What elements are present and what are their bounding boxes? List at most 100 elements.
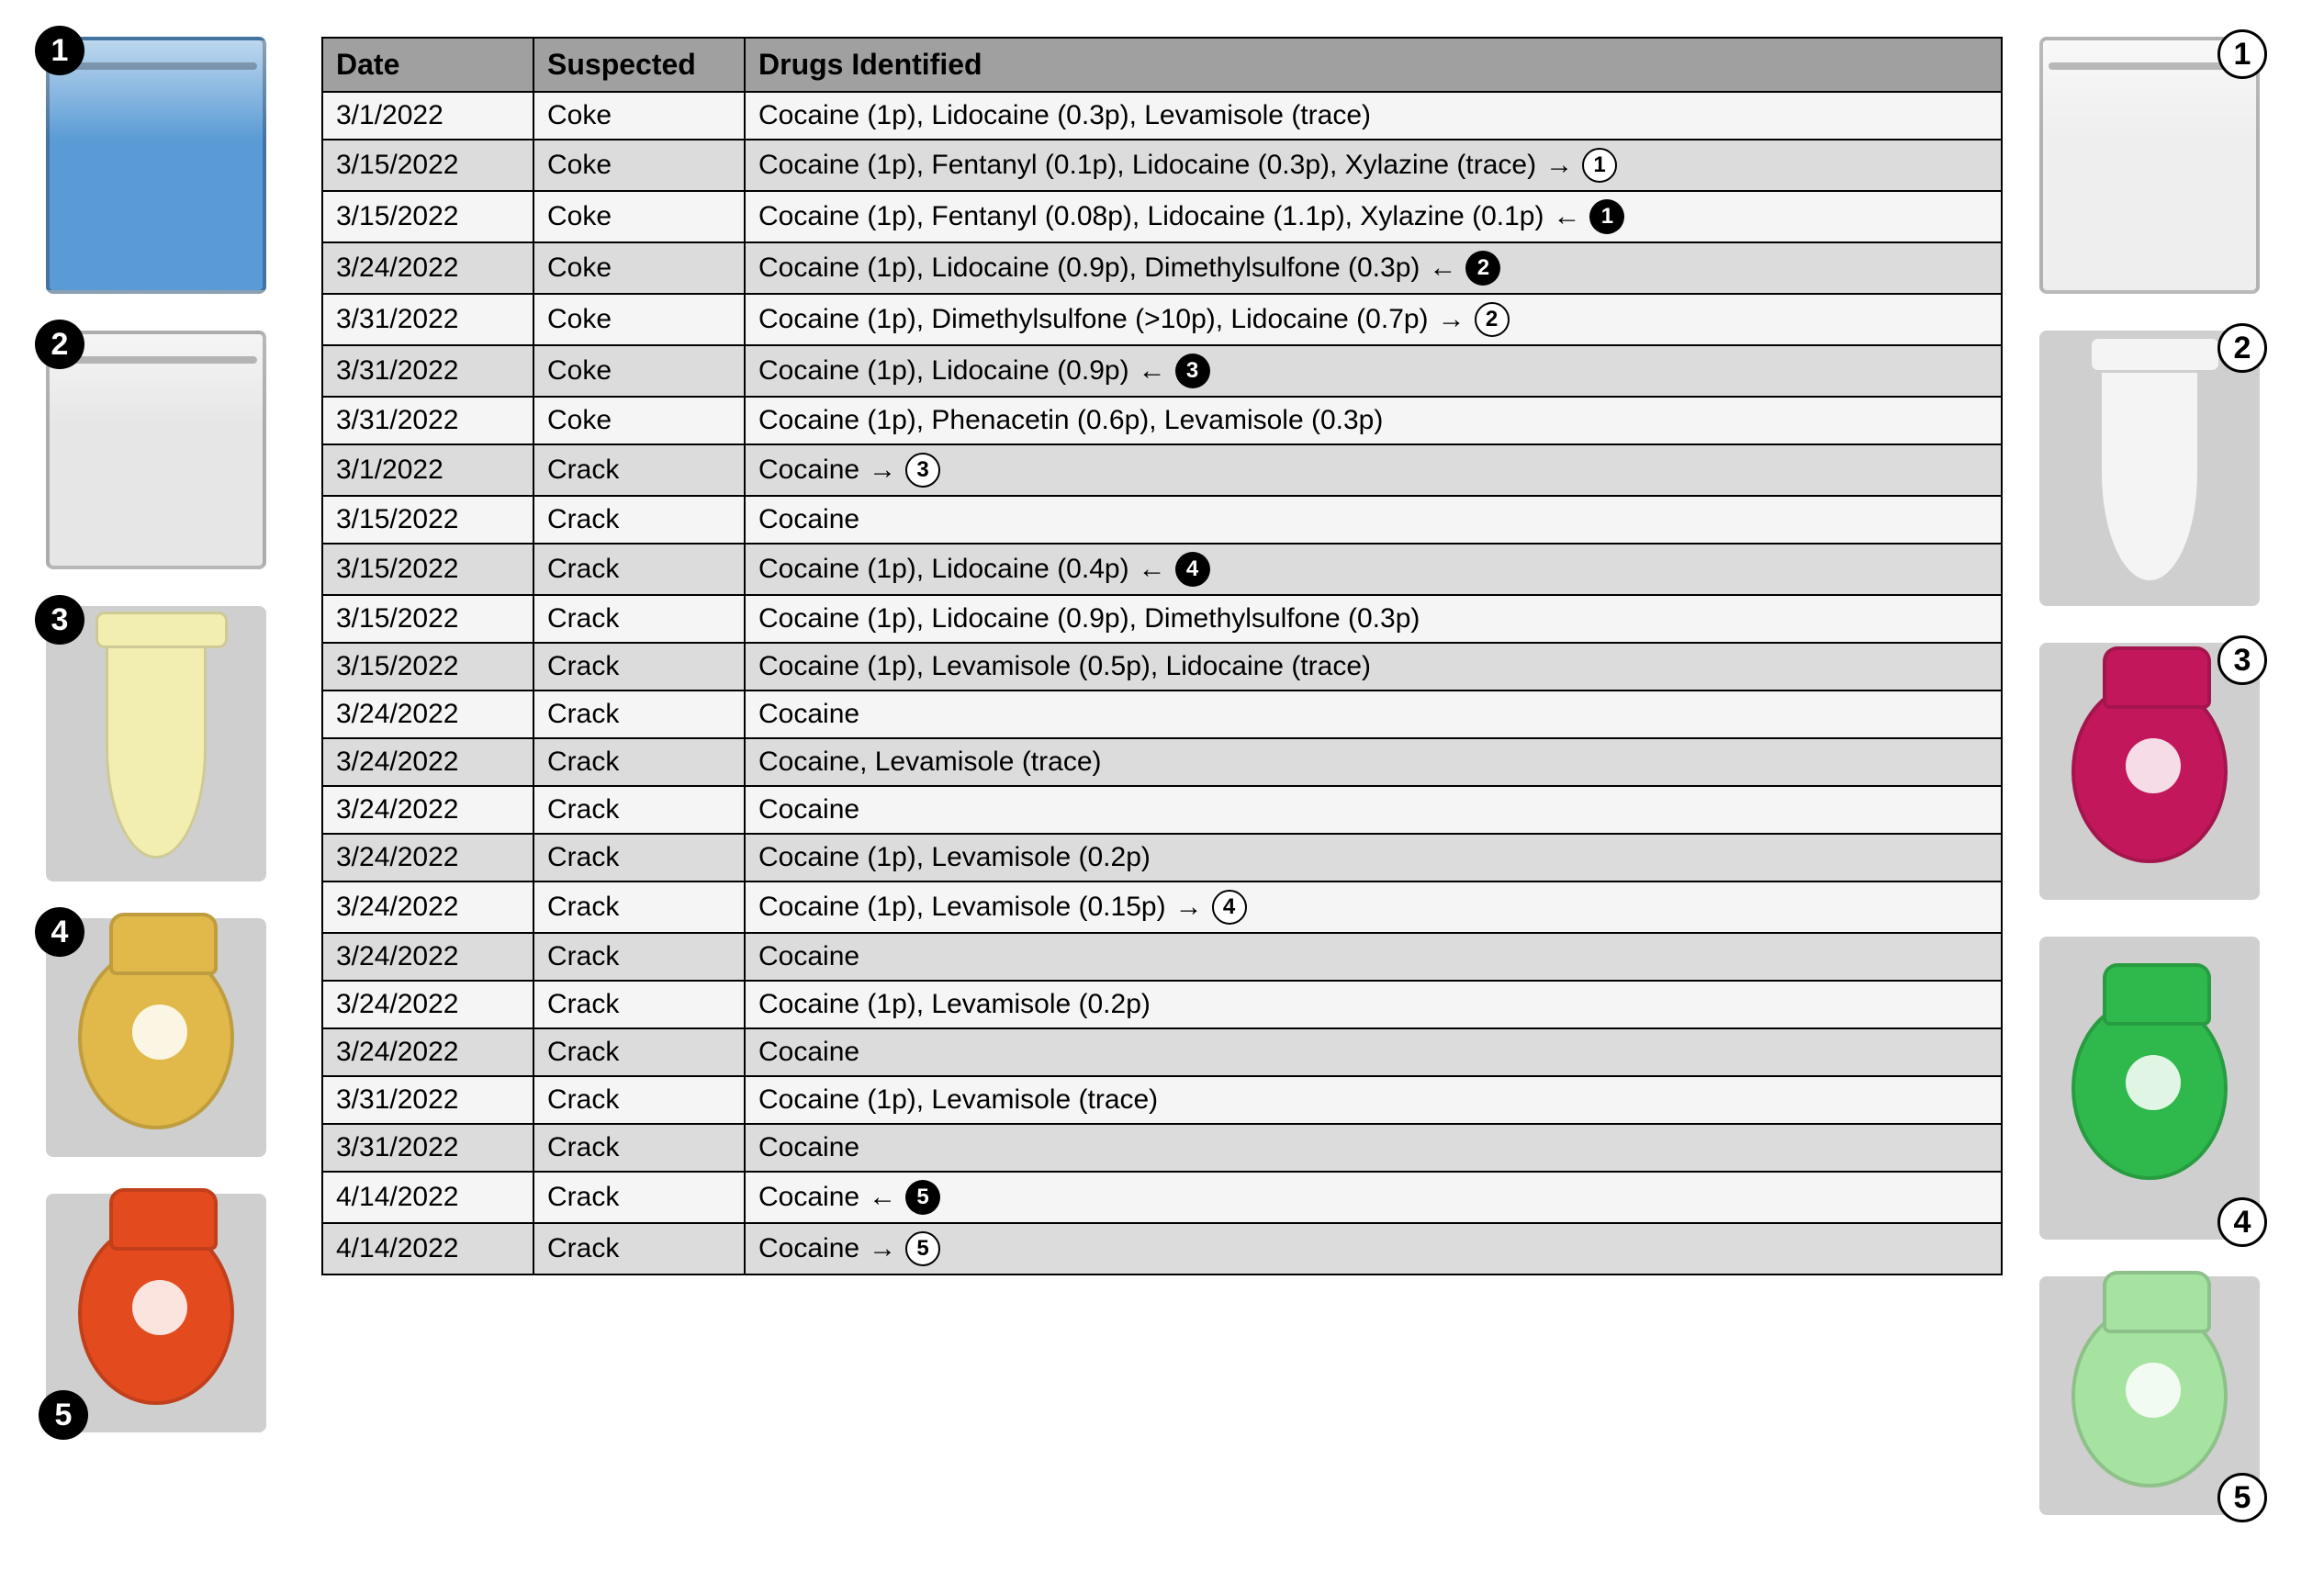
drugs-text: Cocaine (1p), Lidocaine (0.4p) <box>758 554 1129 585</box>
left-sample-thumb: 4 <box>46 918 266 1157</box>
arrow-left-icon: ← <box>1139 357 1166 385</box>
arrow-left-icon: ← <box>1139 556 1166 583</box>
cell-drugs: Cocaine <box>745 1028 2002 1076</box>
cell-suspected: Crack <box>533 1172 745 1223</box>
sample-index-badge: 1 <box>2217 29 2267 79</box>
table-row: 3/24/2022CrackCocaine (1p), Levamisole (… <box>322 981 2002 1028</box>
table-row: 3/24/2022CrackCocaine <box>322 786 2002 834</box>
cell-suspected: Crack <box>533 786 745 834</box>
cell-drugs: Cocaine→3 <box>745 444 2002 496</box>
sample-swatch <box>2039 643 2260 900</box>
cell-drugs: Cocaine (1p), Levamisole (0.2p) <box>745 834 2002 881</box>
cell-date: 3/24/2022 <box>322 786 533 834</box>
col-header-drugs: Drugs Identified <box>745 38 2002 92</box>
table-row: 3/24/2022Crack Cocaine <box>322 933 2002 981</box>
table-row: 3/24/2022CrackCocaine <box>322 1028 2002 1076</box>
table-row: 3/15/2022CokeCocaine (1p), Fentanyl (0.0… <box>322 191 2002 242</box>
cell-suspected: Crack <box>533 881 745 933</box>
table-row: 3/15/2022CokeCocaine (1p), Fentanyl (0.1… <box>322 140 2002 191</box>
sample-ref-badge: 5 <box>905 1180 940 1215</box>
cell-date: 3/24/2022 <box>322 881 533 933</box>
table-row: 3/15/2022CrackCocaine (1p), Levamisole (… <box>322 643 2002 691</box>
cell-date: 3/24/2022 <box>322 691 533 738</box>
cell-suspected: Crack <box>533 1076 745 1124</box>
sample-index-badge: 5 <box>2217 1473 2267 1522</box>
sample-ref-badge: 4 <box>1212 890 1247 925</box>
drugs-text: Cocaine (1p), Lidocaine (0.9p), Dimethyl… <box>758 253 1420 284</box>
arrow-right-icon: → <box>1438 306 1465 333</box>
cell-date: 3/31/2022 <box>322 345 533 397</box>
drugs-text: Cocaine (1p), Fentanyl (0.1p), Lidocaine… <box>758 150 1536 181</box>
sample-ref-badge: 2 <box>1465 251 1500 286</box>
cell-drugs: Cocaine (1p), Phenacetin (0.6p), Levamis… <box>745 397 2002 444</box>
cell-date: 3/15/2022 <box>322 643 533 691</box>
right-thumbnail-column: 12345 <box>2039 37 2278 1515</box>
cell-date: 3/24/2022 <box>322 981 533 1028</box>
cell-suspected: Crack <box>533 738 745 786</box>
table-row: 3/15/2022CrackCocaine (1p), Lidocaine (0… <box>322 595 2002 643</box>
cell-date: 3/31/2022 <box>322 397 533 444</box>
table-row: 3/24/2022CrackCocaine (1p), Levamisole (… <box>322 834 2002 881</box>
cell-suspected: Coke <box>533 345 745 397</box>
cell-suspected: Crack <box>533 691 745 738</box>
sample-swatch <box>46 37 266 294</box>
cell-suspected: Crack <box>533 1028 745 1076</box>
left-sample-thumb: 2 <box>46 331 266 569</box>
cell-date: 3/31/2022 <box>322 1076 533 1124</box>
figure-page: 1 2 3 4 5 Date Suspected Drugs Identified 3/… <box>0 0 2324 1572</box>
cell-drugs: Cocaine <box>745 786 2002 834</box>
cell-drugs: Cocaine (1p), Lidocaine (0.9p), Dimethyl… <box>745 242 2002 294</box>
drugs-text: Cocaine (1p), Lidocaine (0.9p) <box>758 355 1129 387</box>
left-sample-thumb: 1 <box>46 37 266 294</box>
cell-suspected: Crack <box>533 444 745 496</box>
table-row: 3/31/2022CokeCocaine (1p), Phenacetin (0… <box>322 397 2002 444</box>
left-sample-thumb: 3 <box>46 606 266 881</box>
table-row: 3/24/2022CrackCocaine, Levamisole (trace… <box>322 738 2002 786</box>
table-row: 3/31/2022CrackCocaine <box>322 1124 2002 1172</box>
sample-ref-badge: 5 <box>905 1231 940 1266</box>
cell-date: 3/1/2022 <box>322 444 533 496</box>
drugs-text: Cocaine (1p), Levamisole (trace) <box>758 1084 1158 1116</box>
sample-ref-badge: 3 <box>1175 354 1210 388</box>
cell-suspected: Crack <box>533 643 745 691</box>
table-row: 3/15/2022CrackCocaine <box>322 496 2002 544</box>
cell-date: 3/24/2022 <box>322 933 533 981</box>
cell-suspected: Coke <box>533 294 745 345</box>
table-body: 3/1/2022CokeCocaine (1p), Lidocaine (0.3… <box>322 92 2002 1274</box>
sample-ref-badge: 4 <box>1175 552 1210 587</box>
table-row: 4/14/2022CrackCocaine→5 <box>322 1223 2002 1274</box>
sample-swatch <box>2039 937 2260 1240</box>
cell-drugs: Cocaine <box>745 933 2002 981</box>
arrow-left-icon: ← <box>1553 203 1580 230</box>
cell-date: 3/1/2022 <box>322 92 533 140</box>
cell-date: 3/24/2022 <box>322 1028 533 1076</box>
sample-ref-badge: 3 <box>905 453 940 488</box>
drugs-text: Cocaine <box>758 1132 859 1163</box>
cell-suspected: Coke <box>533 92 745 140</box>
table-row: 3/31/2022Crack Cocaine (1p), Levamisole (… <box>322 1076 2002 1124</box>
cell-date: 3/24/2022 <box>322 834 533 881</box>
arrow-right-icon: → <box>869 456 896 484</box>
drugs-text: Cocaine, Levamisole (trace) <box>758 747 1102 778</box>
left-thumbnail-column: 1 2 3 4 5 <box>46 37 285 1432</box>
table-row: 4/14/2022CrackCocaine←5 <box>322 1172 2002 1223</box>
cell-drugs: Cocaine (1p), Lidocaine (0.4p) ← 4 <box>745 544 2002 595</box>
sample-index-badge: 2 <box>35 320 84 369</box>
drugs-text: Cocaine (1p), Dimethylsulfone (>10p), Li… <box>758 304 1429 335</box>
sample-swatch <box>2039 37 2260 294</box>
cell-suspected: Crack <box>533 933 745 981</box>
sample-swatch <box>2039 331 2260 606</box>
left-sample-thumb: 5 <box>46 1194 266 1432</box>
cell-drugs: Cocaine (1p), Dimethylsulfone (>10p), Li… <box>745 294 2002 345</box>
cell-suspected: Crack <box>533 595 745 643</box>
drugs-text: Cocaine (1p), Levamisole (0.2p) <box>758 842 1151 873</box>
table-row: 3/1/2022CokeCocaine (1p), Lidocaine (0.3… <box>322 92 2002 140</box>
cell-date: 4/14/2022 <box>322 1223 533 1274</box>
table-header-row: Date Suspected Drugs Identified <box>322 38 2002 92</box>
cell-drugs: Cocaine (1p), Lidocaine (0.9p), Dimethyl… <box>745 595 2002 643</box>
cell-suspected: Coke <box>533 140 745 191</box>
arrow-right-icon: → <box>1175 893 1203 921</box>
drugs-text: Cocaine <box>758 941 859 972</box>
cell-date: 3/15/2022 <box>322 595 533 643</box>
data-table-wrapper: Date Suspected Drugs Identified 3/1/2022… <box>321 37 2003 1275</box>
